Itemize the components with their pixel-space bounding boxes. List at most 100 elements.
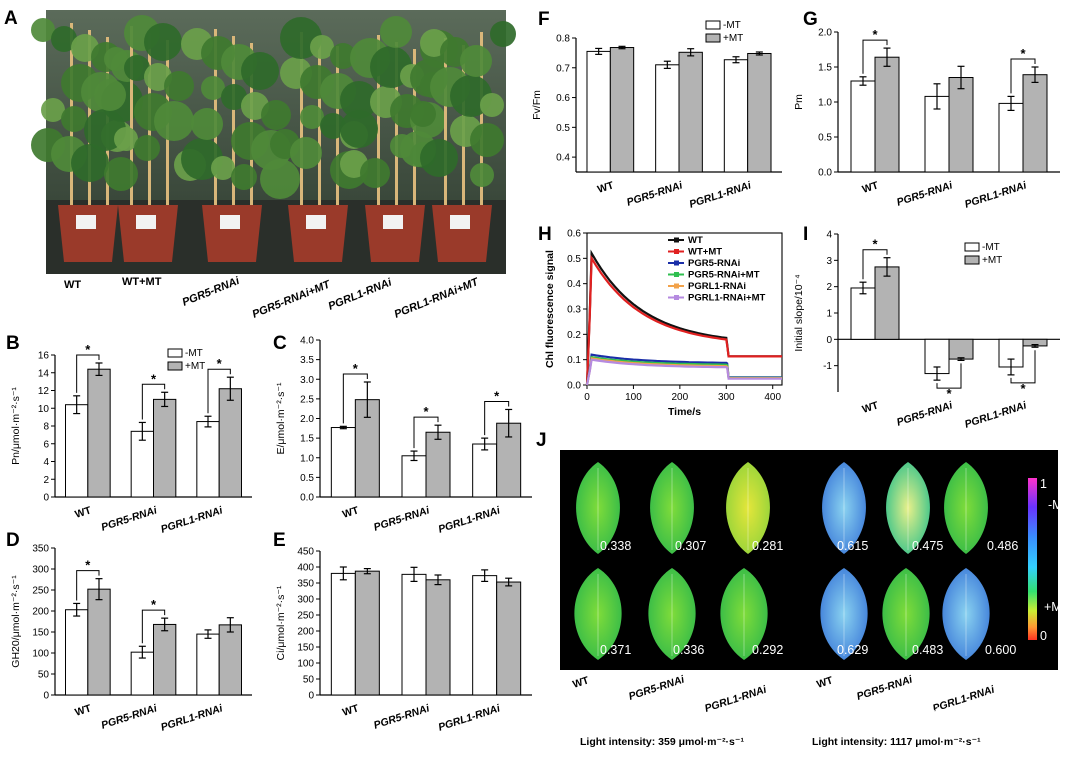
y-tick-label: 0.1	[567, 355, 581, 366]
significance-star: *	[423, 404, 429, 419]
foliage	[201, 76, 225, 100]
significance-star: *	[217, 356, 223, 371]
genotype-label: WT	[815, 674, 835, 691]
pot	[118, 205, 178, 262]
series-line	[585, 254, 782, 386]
x-tick-label: WT	[861, 179, 881, 196]
x-tick-label: 100	[625, 392, 642, 403]
bar	[655, 64, 680, 173]
pot-tag	[383, 215, 403, 229]
stake	[300, 32, 303, 232]
leaf-image	[942, 568, 990, 660]
legend-marker	[674, 260, 679, 266]
leaf-image	[650, 462, 694, 554]
chart-c: C 0.0 0.5 1.0 1.5 2.0 2.5 3.0 3.5 4.0 E/μmol·m⁻²·…	[273, 333, 532, 536]
foliage	[241, 52, 279, 90]
leaf-images	[574, 462, 990, 660]
significance-bracket	[413, 416, 439, 449]
y-axis-label: Fv/Fm	[531, 90, 543, 120]
y-tick-label: 50	[303, 675, 315, 686]
foliage	[61, 106, 87, 132]
row-label-minus-mt: -MT	[1048, 498, 1071, 512]
leaf-image	[820, 568, 868, 660]
leaf-image	[576, 462, 620, 554]
y-tick-label: 0.5	[818, 133, 832, 144]
foliage	[290, 137, 322, 169]
legend-label: PGRL1-RNAi+MT	[688, 293, 766, 304]
significance-bracket	[342, 373, 368, 424]
y-tick-label: 400	[297, 563, 314, 574]
foliage	[144, 23, 182, 61]
y-tick-label: 0.4	[556, 153, 570, 164]
y-tick-label: 100	[297, 659, 314, 670]
significance-star: *	[1020, 46, 1026, 61]
leaf-value: 0.486	[987, 539, 1018, 553]
leaf-value: 0.336	[673, 643, 704, 657]
y-tick-label: 200	[32, 607, 49, 618]
leaf-values: 0.338 0.307 0.281 0.615 0.475 0.486 0.37…	[600, 539, 1018, 657]
significance-bracket	[862, 249, 888, 280]
stake	[377, 35, 380, 235]
chart-f: F 0.4 0.5 0.6 0.7 0.8 Fv/Fm WT PGR5-RNAi PGRL1-R…	[531, 9, 782, 211]
chart-h: H 0.0 0.1 0.2 0.3 0.4 0.5 0.6 0 100 200 300 400 Time…	[538, 224, 783, 418]
series-line	[585, 358, 782, 386]
leaf-value: 0.629	[837, 643, 868, 657]
foliage	[221, 84, 247, 110]
bar	[130, 430, 155, 498]
leaf-image	[726, 462, 770, 554]
foliage	[490, 21, 516, 47]
y-tick-label: 0.8	[556, 34, 570, 45]
significance-bracket	[76, 570, 100, 601]
bar	[948, 338, 974, 360]
pot	[432, 205, 492, 262]
significance-star: *	[872, 237, 878, 252]
pot-tag	[220, 215, 240, 229]
leaf-image	[944, 462, 988, 554]
foliage	[460, 45, 492, 77]
panel-e-label: E	[273, 530, 286, 551]
y-tick-label: 0.2	[567, 330, 581, 341]
y-tick-label: 0.5	[556, 123, 570, 134]
panel-b-label: B	[6, 333, 20, 354]
y-tick-label: 12	[38, 386, 50, 397]
y-axis-label: Pn/μmol·m⁻²·s⁻¹	[10, 387, 22, 465]
y-tick-label: -1	[823, 361, 832, 372]
leaf-value: 0.292	[752, 643, 783, 657]
x-tick-label: WT	[74, 504, 94, 521]
significance-bracket	[76, 354, 100, 393]
legend-swatch	[167, 361, 183, 371]
leaf-value: 0.371	[600, 643, 631, 657]
leaf-image	[882, 568, 930, 660]
bar	[218, 388, 242, 498]
pot	[288, 205, 348, 262]
photo-label: PGRL1-RNAi	[327, 276, 395, 313]
y-tick-label: 4.0	[300, 336, 314, 347]
panel-d-label: D	[6, 530, 20, 551]
leaf-image	[886, 462, 930, 554]
legend-label: +MT	[982, 255, 1002, 266]
leaf-value: 0.281	[752, 539, 783, 553]
chart-d: D 0 50 100 150 200 250 300 350 GH20/μmol·m⁻²·s⁻¹…	[6, 530, 252, 734]
significance-bracket	[936, 363, 962, 389]
foliage	[41, 98, 65, 122]
photo-label: PGR5-RNAi+MT	[251, 278, 333, 321]
significance-star: *	[946, 386, 952, 401]
legend-swatch	[964, 242, 980, 252]
y-tick-label: 1	[826, 309, 832, 320]
x-tick-label: WT	[341, 702, 361, 719]
stake	[166, 40, 169, 240]
pot	[58, 205, 118, 262]
y-tick-label: 8	[43, 422, 49, 433]
bar	[998, 102, 1024, 173]
pot-tag	[306, 215, 326, 229]
y-tick-label: 150	[297, 643, 314, 654]
foliage	[191, 108, 223, 140]
legend-swatch	[705, 20, 721, 30]
chart-e: E 0 50 100 150 200 250 300 350 400 450 Ci/μmol·m⁻²…	[273, 530, 532, 734]
foliage	[134, 135, 160, 161]
color-scale-bar	[1028, 478, 1037, 640]
legend-swatch	[705, 33, 721, 43]
y-tick-label: 100	[32, 649, 49, 660]
y-tick-label: 0.7	[556, 63, 570, 74]
x-tick-label: PGRL1-RNAi	[437, 504, 503, 536]
